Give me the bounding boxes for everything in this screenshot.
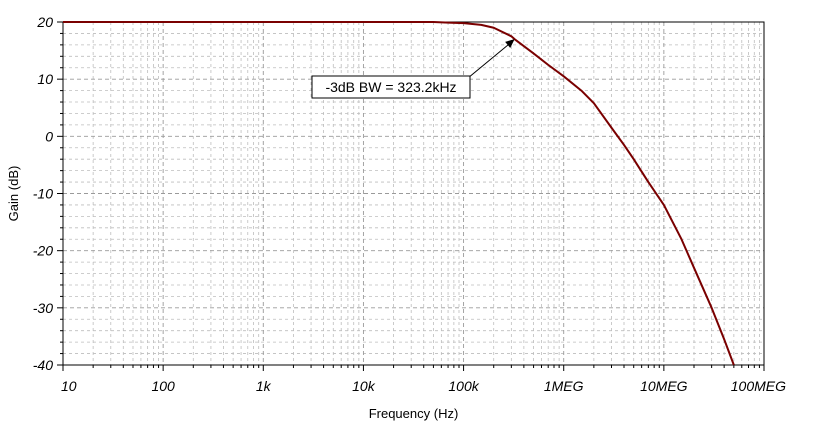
minor-grid xyxy=(63,22,764,365)
x-tick-label: 1k xyxy=(256,378,272,394)
x-tick-label: 100k xyxy=(448,378,479,394)
x-tick-label: 10 xyxy=(61,378,77,394)
annotation-arrowhead xyxy=(505,39,515,48)
x-tick-label: 10MEG xyxy=(640,378,688,394)
y-tick-label: -10 xyxy=(33,186,53,202)
series-layer xyxy=(63,21,735,366)
y-tick-label: -30 xyxy=(33,300,53,316)
y-tick-label: 0 xyxy=(45,128,53,144)
y-axis-title: Gain (dB) xyxy=(6,166,21,222)
annotation-leader-line xyxy=(467,40,513,79)
y-axis-ticks: 20 10 0 -10 -20 -30 -40 xyxy=(33,14,63,373)
x-tick-label: 1MEG xyxy=(544,378,584,394)
major-grid xyxy=(63,22,764,365)
x-tick-label: 100MEG xyxy=(731,378,786,394)
y-tick-label: -20 xyxy=(33,243,53,259)
y-tick-label: 20 xyxy=(36,14,53,30)
y-tick-label: -40 xyxy=(33,357,53,373)
annotation-box xyxy=(311,75,471,99)
x-tick-label: 10k xyxy=(352,378,376,394)
annotation-label: -3dB BW = 323.2kHz xyxy=(325,79,456,95)
x-axis-ticks: 10 100 1k 10k 100k 1MEG 10MEG 100MEG xyxy=(61,365,786,394)
annotation-layer: -3dB BW = 323.2kHz xyxy=(311,39,515,99)
x-tick-label: 100 xyxy=(151,378,175,394)
y-tick-label: 10 xyxy=(37,71,53,87)
x-axis-title: Frequency (Hz) xyxy=(369,406,459,421)
gain-series-line xyxy=(63,21,735,366)
